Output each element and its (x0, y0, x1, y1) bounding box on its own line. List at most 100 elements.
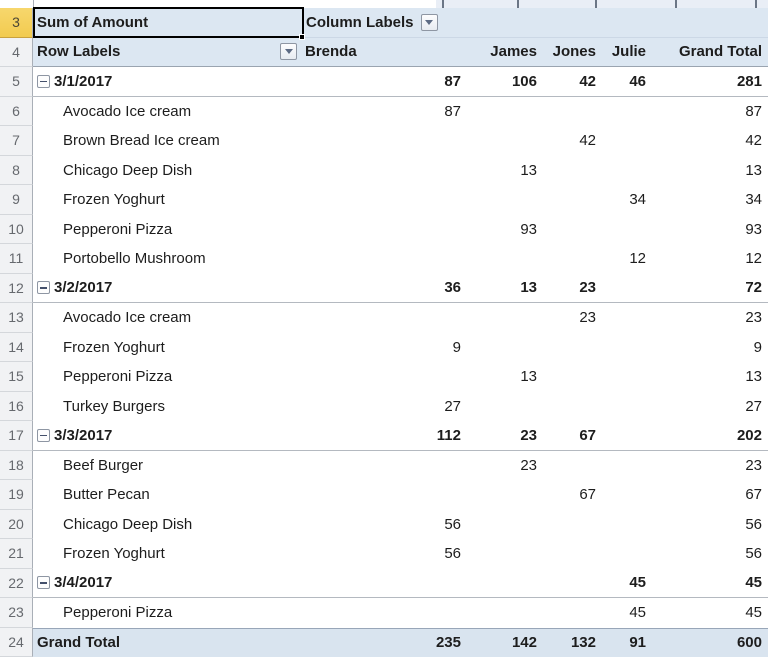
group-label-cell[interactable]: 3/4/2017 (33, 569, 302, 598)
value-cell-r14-c2[interactable] (543, 333, 602, 363)
value-cell-r14-c4[interactable]: 9 (753, 338, 762, 356)
row-header-24[interactable]: 24 (0, 627, 33, 657)
value-cell-r11-c1[interactable] (467, 244, 543, 274)
value-cell-r15-c4[interactable]: 13 (745, 368, 762, 386)
item-label-cell[interactable]: Pepperoni Pizza (33, 598, 302, 628)
header-filler-cell[interactable] (467, 8, 768, 38)
value-cell-r17-c4[interactable]: 202 (652, 421, 768, 451)
value-cell-r23-c3[interactable]: 45 (629, 604, 646, 622)
value-cell-r16-c3[interactable] (602, 392, 652, 422)
row-header-12[interactable]: 12 (0, 273, 33, 303)
value-cell-r12-c3[interactable] (602, 274, 652, 303)
value-cell-r6-c4[interactable]: 87 (745, 102, 762, 120)
value-cell-r22-c3[interactable]: 45 (602, 569, 652, 598)
item-label-cell[interactable]: Avocado Ice cream (33, 303, 302, 333)
row-header-4[interactable]: 4 (0, 37, 33, 67)
measure-cell[interactable]: Sum of Amount (33, 8, 302, 38)
value-cell-r18-c4[interactable]: 23 (745, 456, 762, 474)
row-header-21[interactable]: 21 (0, 539, 33, 569)
value-cell-r21-c2[interactable] (543, 539, 602, 569)
value-cell-r5-c4[interactable]: 281 (652, 67, 768, 97)
value-cell-r24-c2[interactable]: 132 (543, 627, 602, 657)
row-header-5[interactable]: 5 (0, 67, 33, 97)
value-cell-r7-c2[interactable]: 42 (579, 132, 596, 150)
value-cell-r22-c2[interactable] (543, 569, 602, 598)
value-cell-r8-c2[interactable] (543, 156, 602, 186)
value-cell-r15-c2[interactable] (543, 362, 602, 392)
value-cell-r22-c4[interactable]: 45 (652, 569, 768, 598)
value-cell-r10-c2[interactable] (543, 215, 602, 245)
row-header-16[interactable]: 16 (0, 391, 33, 421)
value-cell-r20-c4[interactable]: 56 (745, 515, 762, 533)
value-cell-r23-c4[interactable]: 45 (745, 604, 762, 622)
item-label-cell[interactable]: Turkey Burgers (33, 392, 302, 422)
value-cell-r5-c0[interactable]: 87 (302, 67, 467, 97)
item-label-cell[interactable]: Brown Bread Ice cream (33, 126, 302, 156)
row-header-6[interactable]: 6 (0, 96, 33, 126)
collapse-minus-icon[interactable] (37, 428, 50, 442)
group-label-cell[interactable]: 3/3/2017 (33, 421, 302, 451)
value-cell-r19-c1[interactable] (467, 480, 543, 510)
value-cell-r8-c0[interactable] (302, 156, 467, 186)
value-cell-r17-c0[interactable]: 112 (302, 421, 467, 451)
value-cell-r16-c4[interactable]: 27 (745, 397, 762, 415)
value-cell-r20-c1[interactable] (467, 510, 543, 540)
value-cell-r21-c4[interactable]: 56 (745, 545, 762, 563)
value-cell-r7-c3[interactable] (602, 126, 652, 156)
item-label-cell[interactable]: Chicago Deep Dish (33, 156, 302, 186)
value-cell-r23-c1[interactable] (467, 598, 543, 628)
value-cell-r9-c2[interactable] (543, 185, 602, 215)
value-cell-r12-c4[interactable]: 72 (652, 274, 768, 303)
value-cell-r13-c3[interactable] (602, 303, 652, 333)
value-cell-r20-c0[interactable]: 56 (444, 515, 461, 533)
item-label-cell[interactable]: Chicago Deep Dish (33, 510, 302, 540)
value-cell-r10-c1[interactable]: 93 (520, 220, 537, 238)
row-labels-cell[interactable]: Row Labels (33, 37, 302, 67)
row-header-10[interactable]: 10 (0, 214, 33, 244)
value-cell-r9-c3[interactable]: 34 (629, 191, 646, 209)
value-cell-r18-c3[interactable] (602, 451, 652, 481)
row-header-15[interactable]: 15 (0, 362, 33, 392)
row-header-11[interactable]: 11 (0, 244, 33, 274)
grand-total-label-cell[interactable]: Grand Total (33, 627, 302, 657)
value-cell-r11-c4[interactable]: 12 (745, 250, 762, 268)
value-cell-r6-c0[interactable]: 87 (444, 102, 461, 120)
row-labels-filter-button[interactable] (280, 43, 297, 61)
group-label-cell[interactable]: 3/1/2017 (33, 67, 302, 97)
item-label-cell[interactable]: Avocado Ice cream (33, 97, 302, 127)
value-cell-r12-c0[interactable]: 36 (302, 274, 467, 303)
value-cell-r13-c1[interactable] (467, 303, 543, 333)
value-cell-r18-c1[interactable]: 23 (520, 456, 537, 474)
value-cell-r19-c3[interactable] (602, 480, 652, 510)
value-cell-r18-c0[interactable] (302, 451, 467, 481)
collapse-minus-icon[interactable] (37, 576, 50, 590)
value-cell-r14-c3[interactable] (602, 333, 652, 363)
value-cell-r9-c1[interactable] (467, 185, 543, 215)
value-cell-r17-c2[interactable]: 67 (543, 421, 602, 451)
value-cell-r21-c3[interactable] (602, 539, 652, 569)
item-label-cell[interactable]: Portobello Mushroom (33, 244, 302, 274)
value-cell-r21-c1[interactable] (467, 539, 543, 569)
item-label-cell[interactable]: Frozen Yoghurt (33, 333, 302, 363)
value-cell-r13-c0[interactable] (302, 303, 467, 333)
row-header-7[interactable]: 7 (0, 126, 33, 156)
value-cell-r11-c2[interactable] (543, 244, 602, 274)
row-header-13[interactable]: 13 (0, 303, 33, 333)
column-header-james[interactable]: James (467, 37, 543, 67)
value-cell-r11-c0[interactable] (302, 244, 467, 274)
row-header-14[interactable]: 14 (0, 332, 33, 362)
row-header-22[interactable]: 22 (0, 568, 33, 598)
value-cell-r24-c0[interactable]: 235 (302, 627, 467, 657)
value-cell-r10-c0[interactable] (302, 215, 467, 245)
value-cell-r22-c0[interactable] (302, 569, 467, 598)
column-header-grand-total[interactable]: Grand Total (652, 37, 768, 67)
column-labels-cell[interactable]: Column Labels (302, 8, 467, 38)
value-cell-r8-c4[interactable]: 13 (745, 161, 762, 179)
value-cell-r21-c0[interactable]: 56 (444, 545, 461, 563)
group-label-cell[interactable]: 3/2/2017 (33, 274, 302, 303)
value-cell-r11-c3[interactable]: 12 (629, 250, 646, 268)
item-label-cell[interactable]: Beef Burger (33, 451, 302, 481)
column-header-jones[interactable]: Jones (543, 37, 602, 67)
value-cell-r17-c1[interactable]: 23 (467, 421, 543, 451)
value-cell-r13-c2[interactable]: 23 (579, 309, 596, 327)
